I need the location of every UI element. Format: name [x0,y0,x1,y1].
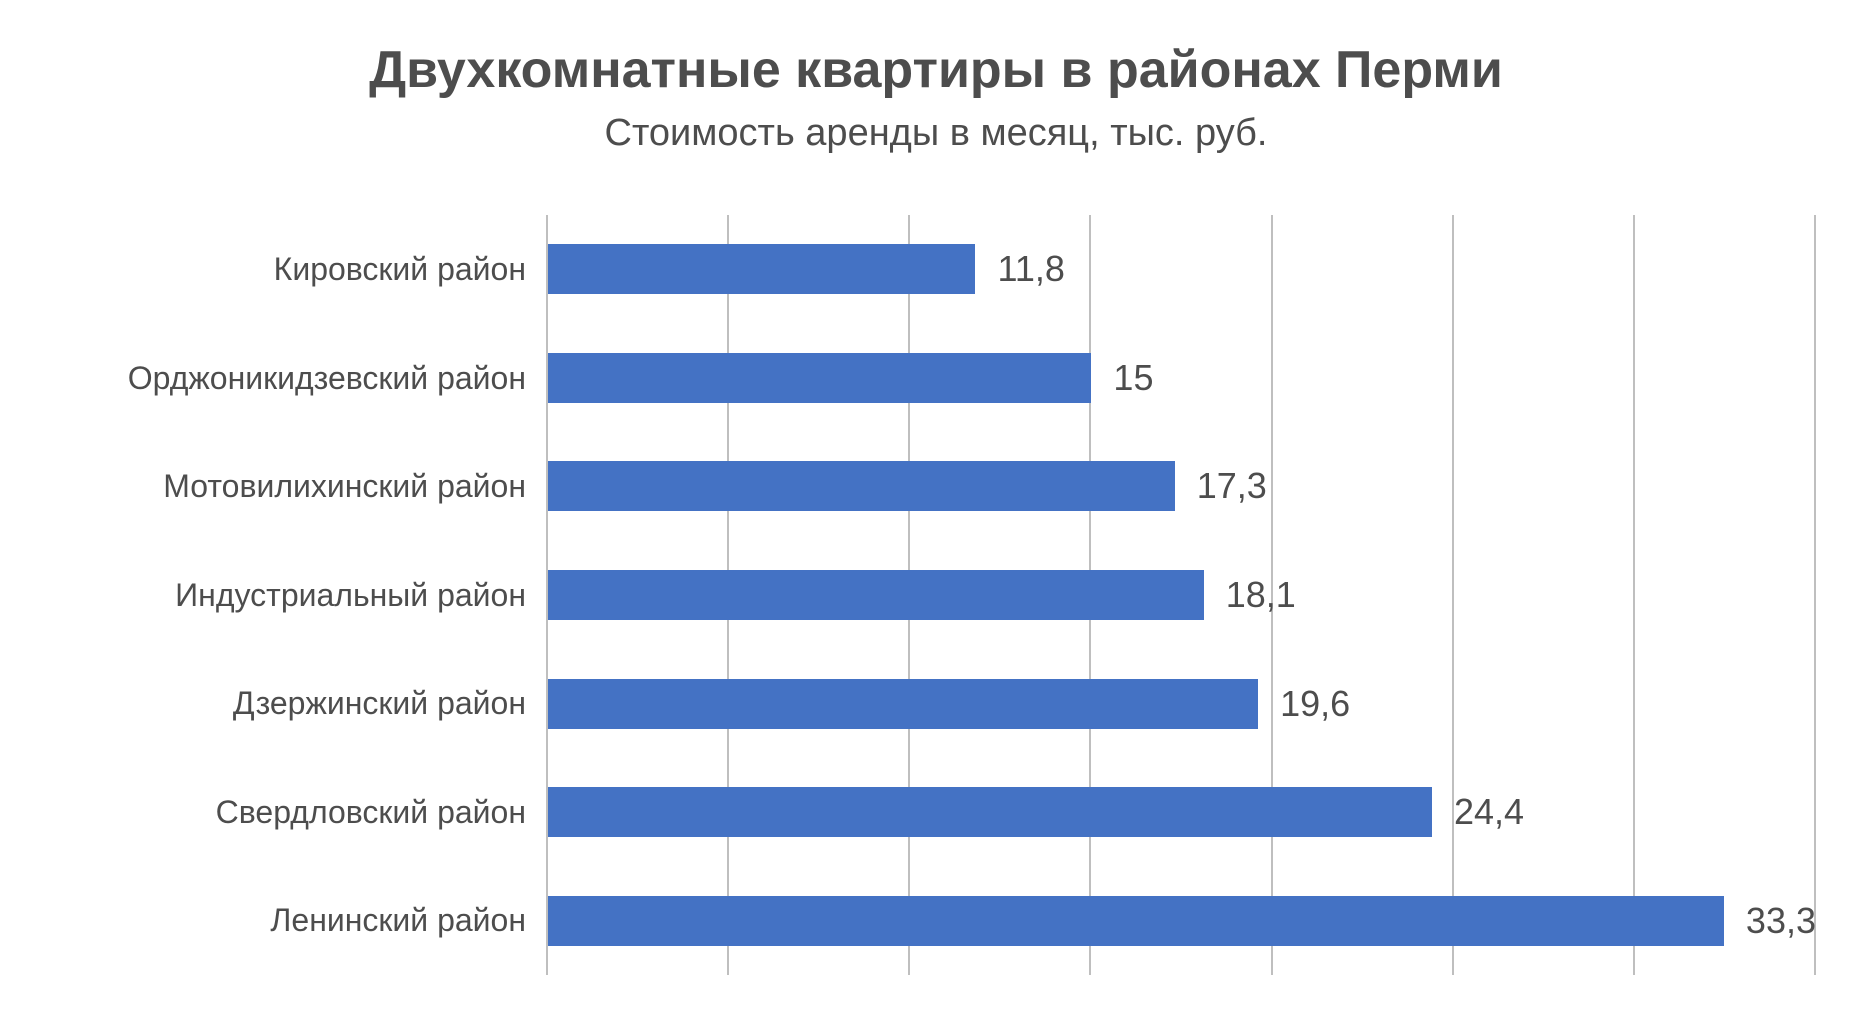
bar-row: 33,3 [548,896,1816,946]
bar [548,787,1432,837]
bars-group: 11,8 15 17,3 18,1 19,6 24,4 33,3 [548,215,1816,975]
bar-row: 11,8 [548,244,1816,294]
bar-row: 19,6 [548,679,1816,729]
y-axis-label: Ленинский район [56,901,526,939]
bar-value-label: 19,6 [1280,683,1350,725]
bar-value-label: 24,4 [1454,791,1524,833]
bar [548,244,975,294]
bar-value-label: 15 [1113,357,1153,399]
bar [548,679,1258,729]
bar [548,896,1724,946]
chart-subtitle: Стоимость аренды в месяц, тыс. руб. [605,112,1268,155]
chart-container: Кировский район Орджоникидзевский район … [56,215,1816,975]
y-axis-labels: Кировский район Орджоникидзевский район … [56,215,546,975]
bar-row: 18,1 [548,570,1816,620]
y-axis-label: Мотовилихинский район [56,467,526,505]
y-axis-label: Свердловский район [56,793,526,831]
bar-row: 17,3 [548,461,1816,511]
y-axis-label: Орджоникидзевский район [56,359,526,397]
bar-value-label: 18,1 [1226,574,1296,616]
chart-title: Двухкомнатные квартиры в районах Перми [369,40,1503,100]
plot-area: 11,8 15 17,3 18,1 19,6 24,4 33,3 [546,215,1816,975]
y-axis-label: Индустриальный район [56,576,526,614]
bar-value-label: 17,3 [1197,465,1267,507]
bar-value-label: 33,3 [1746,900,1816,942]
bar-row: 24,4 [548,787,1816,837]
y-axis-label: Дзержинский район [56,684,526,722]
y-axis-label: Кировский район [56,250,526,288]
bar-row: 15 [548,353,1816,403]
bar [548,353,1091,403]
bar-value-label: 11,8 [997,248,1064,290]
bar [548,570,1204,620]
bar [548,461,1175,511]
